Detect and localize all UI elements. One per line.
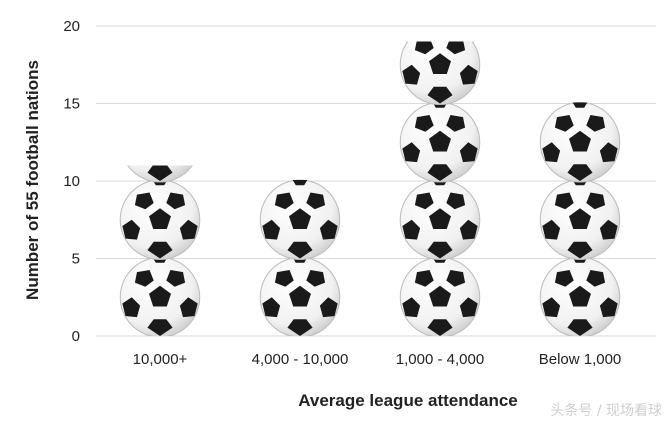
soccer-ball-icon [399, 41, 481, 106]
gridlines [96, 25, 656, 337]
soccer-ball-icon [259, 256, 341, 336]
soccer-ball-icon [119, 179, 201, 261]
soccer-ball-icon [539, 179, 621, 261]
watermark: 头条号 / 现场看球 [550, 402, 662, 419]
y-axis-ticks: 0 5 10 15 20 [63, 18, 80, 345]
soccer-ball-icon [399, 101, 481, 183]
y-tick-label: 15 [63, 96, 80, 113]
x-axis-ticks: 10,000+ 4,000 - 10,000 1,000 - 4,000 Below … [133, 351, 622, 368]
soccer-ball-icon [399, 256, 481, 336]
x-tick-label: 4,000 - 10,000 [252, 351, 349, 368]
y-tick-label: 5 [72, 251, 80, 268]
pictogram-bar [119, 165, 201, 336]
soccer-ball-icon [399, 179, 481, 261]
x-tick-label: Below 1,000 [539, 351, 622, 368]
partial-ball [399, 41, 481, 106]
y-tick-label: 20 [63, 18, 80, 35]
soccer-ball-icon [539, 101, 621, 183]
pictogram-bar [539, 101, 621, 336]
y-axis-title: Number of 55 football nations [23, 60, 42, 300]
y-tick-label: 0 [72, 328, 80, 345]
x-tick-label: 10,000+ [133, 351, 188, 368]
soccer-ball-icon [119, 256, 201, 336]
soccer-ball-icon [259, 179, 341, 261]
x-axis-title: Average league attendance [298, 391, 518, 410]
soccer-ball-icon [539, 256, 621, 336]
y-tick-label: 10 [63, 173, 80, 190]
soccer-ball-icon [119, 165, 201, 183]
x-tick-label: 1,000 - 4,000 [396, 351, 484, 368]
partial-ball [119, 165, 201, 183]
